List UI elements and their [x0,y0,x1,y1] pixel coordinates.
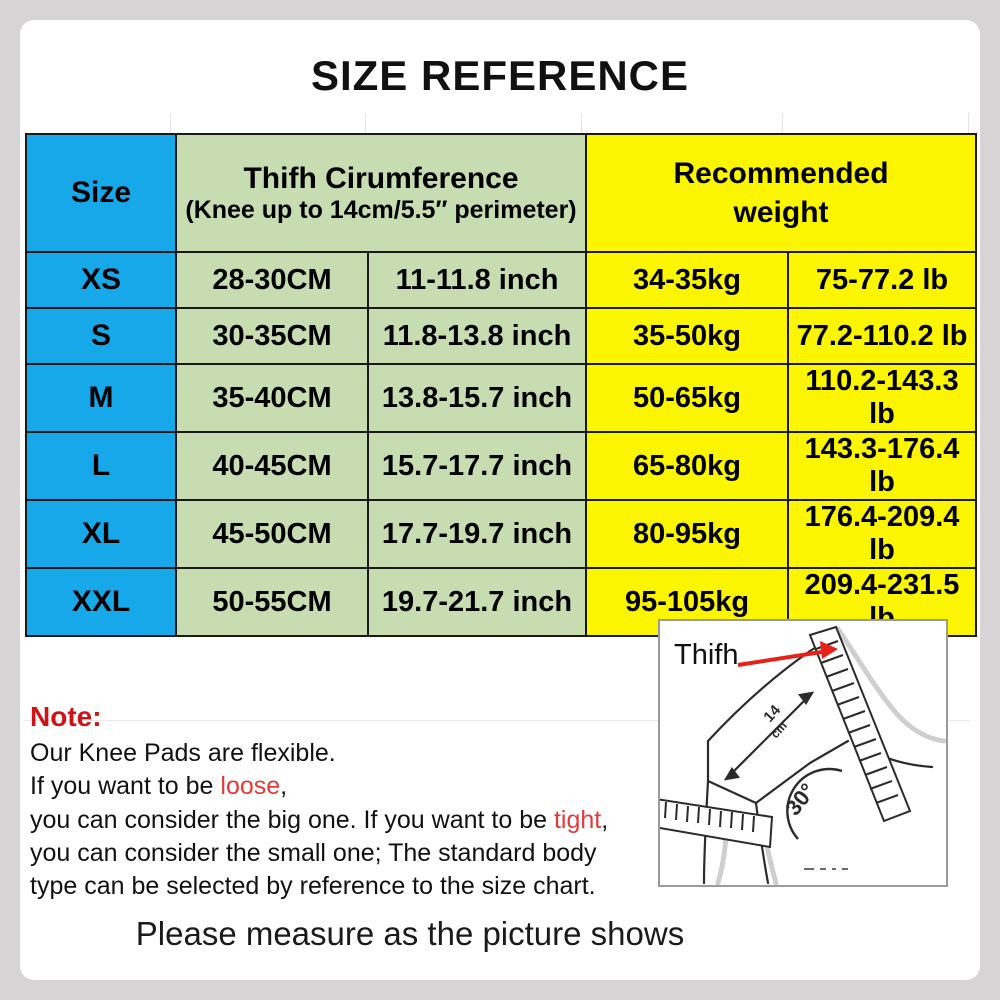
size-chart-card: SIZE REFERENCE Size Thifh Cirumference (… [20,20,980,980]
cell-kg: 65-80kg [585,431,790,501]
cell-cm: 28-30CM [175,251,369,309]
cell-cm: 50-55CM [175,567,369,637]
cell-lb: 143.3-176.4 lb [787,431,978,501]
note-line-3-pre: you can consider the big one. If you wan… [30,805,554,834]
cell-size: S [25,307,177,365]
distance-annotation [723,691,815,781]
size-reference-table: Size Thifh Cirumference (Knee up to 14cm… [25,133,978,637]
table-row: XS 28-30CM 11-11.8 inch 34-35kg 75-77.2 … [25,251,978,309]
cell-lb: 176.4-209.4 lb [787,499,978,569]
cell-lb: 77.2-110.2 lb [787,307,978,365]
cell-size: L [25,431,177,501]
note-line-1: Our Knee Pads are flexible. [30,739,336,768]
angle-arc [786,767,843,840]
page-title: SIZE REFERENCE [310,52,690,99]
cell-size: XS [25,251,177,309]
cell-kg: 34-35kg [585,251,790,309]
note-highlight-loose: loose [220,772,281,801]
thigh-measuring-tape [808,625,912,823]
table-row: M 35-40CM 13.8-15.7 inch 50-65kg 110.2-1… [25,363,978,433]
header-circumference: Thifh Cirumference (Knee up to 14cm/5.5″… [174,133,588,253]
note-line-2-post: , [280,772,288,801]
table-header-row: Size Thifh Cirumference (Knee up to 14cm… [25,133,978,253]
size-table-container: Size Thifh Cirumference (Knee up to 14cm… [25,133,978,637]
cell-cm: 35-40CM [175,363,369,433]
cell-size: M [25,363,177,433]
cell-cm: 40-45CM [175,431,369,501]
cell-inch: 11-11.8 inch [366,251,588,309]
header-circumference-line1: Thifh Cirumference [243,161,519,195]
grid-line [25,720,970,721]
note-highlight-tight: tight [553,805,602,834]
note-block: Note: Our Knee Pads are flexible. If you… [30,698,670,903]
lower-measuring-tape [660,798,774,849]
table-row: XL 45-50CM 17.7-19.7 inch 80-95kg 176.4-… [25,499,978,569]
note-line-2-pre: If you want to be [30,772,221,801]
note-heading: Note: [30,701,102,732]
note-line-4: you can consider the small one; The stan… [30,838,597,867]
thigh-pointer-arrow [737,641,838,667]
cell-cm: 45-50CM [175,499,369,569]
note-line-3: you can consider the big one. If you wan… [30,804,670,837]
cell-lb: 110.2-143.3 lb [787,363,978,433]
thigh-label: Thifh [674,639,739,671]
header-size: Size [25,133,177,253]
table-row: L 40-45CM 15.7-17.7 inch 65-80kg 143.3-1… [25,431,978,501]
leg-measurement-illustration: 14 cm 30° [660,625,946,885]
header-weight-line2: weight [733,196,829,229]
measurement-diagram: 14 cm 30° Thifh [658,619,948,887]
note-line-2: If you want to be loose, [30,770,670,803]
cell-lb: 75-77.2 lb [787,251,978,309]
cell-kg: 50-65kg [585,363,790,433]
header-weight-line1: Recommended [673,157,889,190]
note-line-5: type can be selected by reference to the… [30,872,596,901]
measure-caption: Please measure as the picture shows [135,915,685,952]
cell-inch: 11.8-13.8 inch [366,307,588,365]
cell-inch: 15.7-17.7 inch [366,431,588,501]
header-circumference-line2: (Knee up to 14cm/5.5″ perimeter) [185,195,577,224]
cell-kg: 35-50kg [585,307,790,365]
cell-size: XL [25,499,177,569]
cell-cm: 30-35CM [175,307,369,365]
cell-size: XXL [25,567,177,637]
note-line-3-post: , [601,805,609,834]
table-row: S 30-35CM 11.8-13.8 inch 35-50kg 77.2-11… [25,307,978,365]
table-row: XXL 50-55CM 19.7-21.7 inch 95-105kg 209.… [25,567,978,637]
cell-inch: 19.7-21.7 inch [366,567,588,637]
cell-kg: 80-95kg [585,499,790,569]
cell-inch: 17.7-19.7 inch [366,499,588,569]
header-weight: Recommended weight [585,133,978,253]
cell-inch: 13.8-15.7 inch [366,363,588,433]
